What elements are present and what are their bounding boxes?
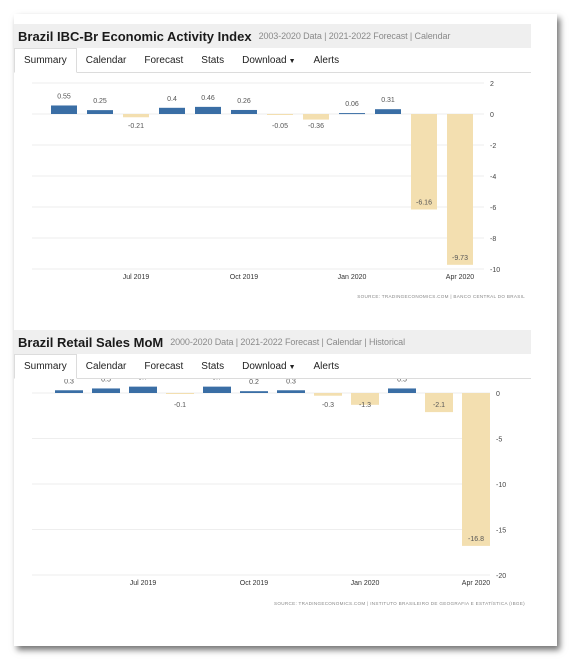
y-tick-label: -20	[496, 573, 506, 580]
y-tick-label: -15	[496, 528, 506, 535]
x-tick-label: Jul 2019	[130, 580, 157, 587]
bar-value-label: 0.7	[212, 379, 222, 382]
y-tick-label: -10	[496, 482, 506, 489]
tab-forecast[interactable]: Forecast	[144, 361, 184, 372]
y-tick-label: -4	[490, 174, 496, 181]
bar-value-label: -6.16	[416, 199, 432, 206]
y-tick-label: 0	[496, 391, 500, 398]
chart-title: Brazil Retail Sales MoM	[18, 334, 164, 350]
bar	[462, 393, 490, 546]
bar	[166, 393, 194, 394]
bar-value-label: 0.4	[167, 96, 177, 103]
bar-value-label: 0.3	[286, 379, 296, 385]
y-tick-label: 0	[490, 112, 494, 119]
bar-value-label: -9.73	[452, 255, 468, 262]
retail-sales-panel: Brazil Retail Sales MoM 2000-2020 Data |…	[14, 330, 531, 607]
chart-source: SOURCE: TRADINGECONOMICS.COM | INSTITUTO…	[274, 601, 525, 606]
tab-summary[interactable]: Summary	[14, 354, 77, 379]
bar	[314, 393, 342, 396]
chevron-down-icon: ▼	[288, 58, 296, 65]
chart-tabs: Summary Calendar Forecast Stats Download…	[14, 354, 531, 379]
bar-value-label: 0.06	[345, 101, 359, 108]
chart-tabs: Summary Calendar Forecast Stats Download…	[14, 48, 531, 73]
bar	[51, 105, 77, 114]
bar	[87, 110, 113, 114]
bar	[231, 109, 257, 114]
bar-value-label: -0.21	[128, 123, 144, 130]
bar	[277, 390, 305, 393]
bar-value-label: -1.3	[359, 402, 371, 409]
chevron-down-icon: ▼	[288, 364, 296, 371]
ibc-br-bar-chart: 2 0 -2 -4 -6 -8 -10 0.55 0.25 -0.21 0.4 0.46 0.26 -0.…	[32, 81, 500, 281]
tab-stats[interactable]: Stats	[201, 361, 225, 372]
tab-download[interactable]: Download ▼	[233, 361, 304, 378]
x-tick-label: Apr 2020	[446, 274, 475, 281]
bar-value-label: 0.5	[101, 379, 111, 383]
x-tick-label: Jan 2020	[338, 274, 367, 281]
bar-value-label: -0.36	[308, 123, 324, 130]
tab-download-label: Download	[242, 361, 287, 372]
y-tick-label: -10	[490, 267, 500, 274]
tab-alerts[interactable]: Alerts	[313, 361, 340, 372]
chart-subtitle-links[interactable]: 2000-2020 Data | 2021-2022 Forecast | Ca…	[170, 337, 405, 347]
bar-value-label: 0.26	[237, 98, 251, 105]
bar	[267, 114, 293, 115]
bar	[425, 393, 453, 413]
y-tick-label: -2	[490, 143, 496, 150]
bar	[159, 107, 185, 114]
tab-summary[interactable]: Summary	[14, 48, 77, 73]
bar	[123, 114, 149, 118]
chart-title-bar: Brazil Retail Sales MoM 2000-2020 Data |…	[14, 330, 531, 354]
bar	[203, 386, 231, 393]
bar	[351, 393, 379, 405]
bar-value-label: 0.7	[138, 379, 148, 382]
tab-calendar[interactable]: Calendar	[85, 55, 127, 66]
bar	[303, 114, 329, 120]
ibc-br-panel: Brazil IBC-Br Economic Activity Index 20…	[14, 24, 531, 299]
bar	[411, 114, 437, 210]
bar	[388, 388, 416, 393]
chart-title: Brazil IBC-Br Economic Activity Index	[18, 28, 252, 44]
bar-value-label: -16.8	[468, 536, 484, 543]
bar-value-label: 0.46	[201, 95, 215, 102]
tab-alerts[interactable]: Alerts	[313, 55, 340, 66]
bar-value-label: -0.05	[272, 123, 288, 130]
bar	[375, 109, 401, 114]
tab-stats[interactable]: Stats	[201, 55, 225, 66]
chart-subtitle-links[interactable]: 2003-2020 Data | 2021-2022 Forecast | Ca…	[258, 31, 451, 41]
bar-value-label: 0.2	[249, 379, 259, 386]
chart-source: SOURCE: TRADINGECONOMICS.COM | BANCO CEN…	[357, 294, 525, 299]
x-tick-label: Jan 2020	[351, 580, 380, 587]
bar-value-label: 0.55	[57, 93, 71, 100]
bar	[129, 386, 157, 393]
bar-value-label: 0.25	[93, 98, 107, 105]
bar-value-label: 0.3	[64, 379, 74, 385]
bar	[195, 106, 221, 114]
tab-calendar[interactable]: Calendar	[85, 361, 127, 372]
tab-download[interactable]: Download ▼	[233, 55, 304, 72]
bar-value-label: 0.31	[381, 97, 395, 104]
bar	[447, 114, 473, 265]
bar	[92, 388, 120, 393]
y-tick-label: 2	[490, 81, 494, 88]
bar-value-label: -2.1	[433, 402, 445, 409]
tab-download-label: Download	[242, 55, 287, 66]
bar-value-label: -0.3	[322, 402, 334, 409]
chart-title-bar: Brazil IBC-Br Economic Activity Index 20…	[14, 24, 531, 48]
tab-forecast[interactable]: Forecast	[144, 55, 184, 66]
bar-value-label: 0.5	[397, 379, 407, 383]
bar	[339, 113, 365, 115]
x-tick-label: Oct 2019	[230, 274, 259, 281]
y-tick-label: -6	[490, 205, 496, 212]
bar-value-label: -0.1	[174, 402, 186, 409]
bar	[240, 391, 268, 393]
y-tick-label: -5	[496, 437, 502, 444]
x-tick-label: Jul 2019	[123, 274, 150, 281]
x-tick-label: Oct 2019	[240, 580, 269, 587]
retail-sales-bar-chart: 0 -5 -10 -15 -20 0.3 0.5 0.7 -0.1 0.7 0.2 0.3 -0.3 -1…	[32, 379, 506, 587]
x-tick-label: Apr 2020	[462, 580, 491, 587]
y-tick-label: -8	[490, 236, 496, 243]
bar	[55, 390, 83, 393]
